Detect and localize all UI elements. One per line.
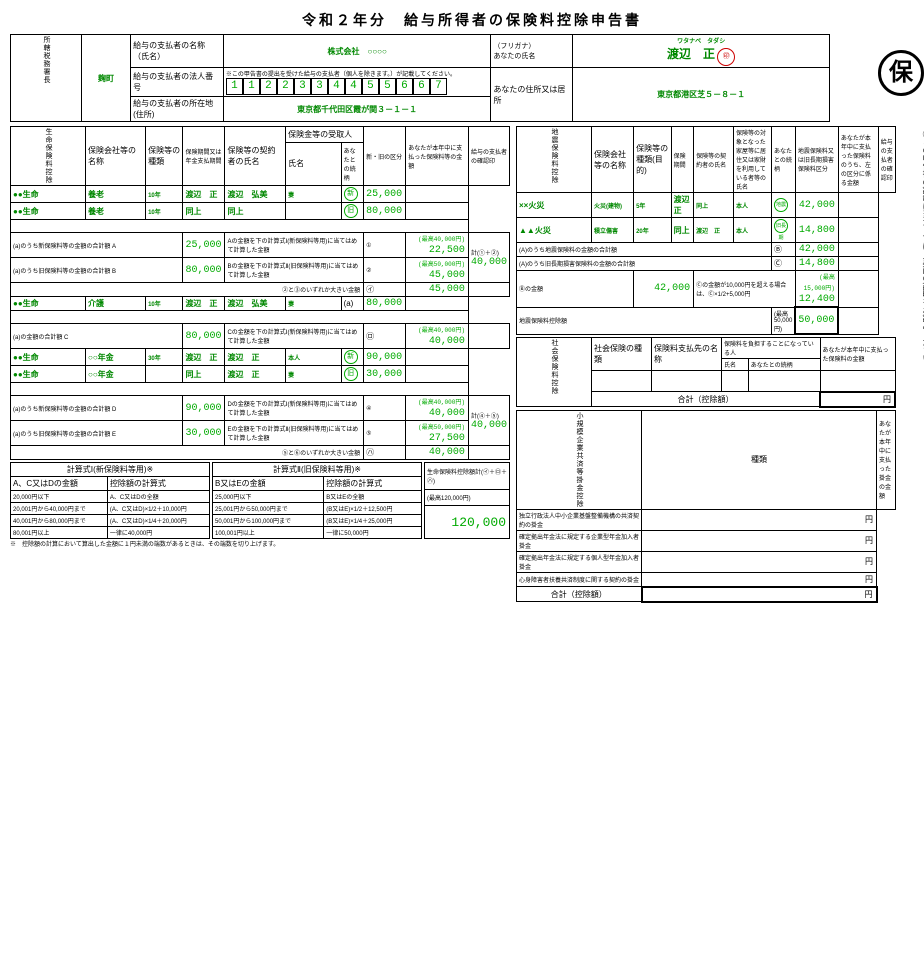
table-row: ●●生命○○年金同上渡辺 正妻旧30,000 — [11, 366, 510, 383]
table-row: ●●生命養老10年渡辺 正渡辺 弘美妻新25,000 — [11, 186, 510, 203]
table-row: 独立行政法人中小企業基盤整備機構の共済契約の掛金円 — [517, 509, 896, 530]
table-row: ××火災火災(建物)5年渡辺 正同上本人地震42,000 — [517, 193, 896, 218]
table-row: ●●生命養老10年同上同上旧80,000 — [11, 203, 510, 220]
social-total: 円 — [820, 392, 895, 407]
corp-number: 1122334455667 — [226, 78, 489, 95]
payer-name-label: 給与の支払者の名称（氏名） — [131, 35, 224, 68]
quake-section-label: 地震保険料控除 — [517, 127, 592, 193]
small-total: 円 — [642, 587, 877, 602]
social-table: 社会保険料控除 社会保険の種類 保険料支払先の名称 保険料を負担することになって… — [516, 337, 896, 408]
life-total: 120,000 — [425, 506, 510, 539]
life-table: 生命保険料控除 保険会社等の名称 保険等の種類 保険期間又は年金支払期間 保険等… — [10, 126, 510, 460]
payer-addr: 東京都千代田区霞が関３－１－１ — [223, 97, 491, 122]
tax-office: 麹町 — [81, 35, 130, 122]
table-row: 確定拠出年金法に規定する企業型年金加入者掛金円 — [517, 530, 896, 551]
table-row: ●●生命○○年金30年渡辺 正渡辺 正本人新90,000 — [11, 349, 510, 366]
life-section-label: 生命保険料控除 — [11, 127, 86, 186]
payer-name: 株式会社 ○○○○ — [223, 35, 491, 68]
your-name: 渡辺 正 — [667, 47, 715, 61]
payer-addr-label: 給与の支払者の所在地(住所) — [131, 97, 224, 122]
life-total-table: 生命保険料控除額計(㋑＋㋺＋㋩) (最高120,000円) 120,000 — [424, 462, 510, 539]
page-title: 令和２年分 給与所得者の保険料控除申告書 — [10, 10, 924, 30]
formula1-table: 計算式Ⅰ(新保険料等用)※ A、C又はDの金額控除額の計算式 20,000円以下… — [10, 462, 210, 539]
social-section-label: 社会保険料控除 — [517, 338, 592, 407]
quake-table: 地震保険料控除 保険会社等の名称 保険等の種類(目的) 保険期間 保険等の契約者… — [516, 126, 896, 335]
footnote: ※ 控除額の計算において算出した金額に１円未満の端数があるときは、その端数を切り… — [10, 539, 510, 548]
header-table: 所轄税務署長 麹町 給与の支払者の名称（氏名） 株式会社 ○○○○ （フリガナ）… — [10, 34, 830, 122]
big-seal-icon: 保 — [878, 50, 924, 96]
small-table: 小規模企業共済等掛金控除 種類 あなたが本年中に支払った掛金の金額 独立行政法人… — [516, 410, 896, 603]
corp-num-label: 給与の支払者の法人番号 — [131, 68, 224, 97]
your-furigana: ワタナベ タダシ — [677, 39, 725, 45]
tax-office-label: 所轄税務署長 — [11, 35, 82, 122]
formula2-table: 計算式Ⅱ(旧保険料等用)※ B又はEの金額控除額の計算式 25,000円以下B又… — [212, 462, 422, 539]
table-row: 心身障害者扶養共済制度に関する契約の掛金円 — [517, 572, 896, 587]
quake-total: 50,000 — [795, 307, 838, 334]
table-row: ▲▲火災積立傷害20年同上渡辺 正本人旧長期14,800 — [517, 218, 896, 243]
seal-icon: ㊞ — [717, 48, 735, 66]
table-row: 確定拠出年金法に規定する個人型年金加入者掛金円 — [517, 551, 896, 572]
small-section-label: 小規模企業共済等掛金控除 — [517, 410, 642, 509]
your-addr-label: あなたの住所又は居所 — [491, 68, 573, 122]
table-row: ●●生命介護10年渡辺 正渡辺 弘美妻(a)80,000 — [11, 297, 510, 311]
your-addr: 東京都港区芝５－８－１ — [573, 68, 830, 122]
side-note: ◎この申告書の記載に当たっては、裏面の説明をお読みください。 — [918, 130, 924, 370]
